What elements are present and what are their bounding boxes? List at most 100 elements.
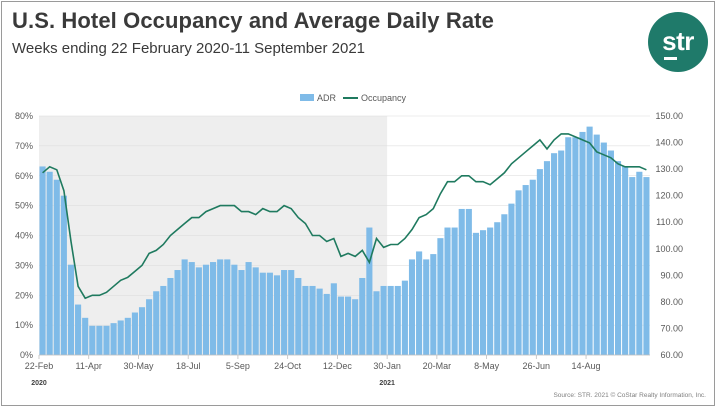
adr-bar [401,280,408,355]
adr-bar [622,166,629,355]
adr-bar [259,272,266,355]
adr-bar [82,317,89,355]
x-tick-label: 12-Dec [323,361,353,371]
adr-bar [437,238,444,355]
logo-text: str [662,26,694,56]
adr-bar [529,179,536,355]
legend-label-occupancy: Occupancy [361,93,407,103]
adr-bar [316,288,323,355]
y-left-tick-label: 50% [15,201,33,211]
x-tick-label: 30-May [123,361,154,371]
adr-bar [508,203,515,355]
adr-bar [451,227,458,355]
y-right-tick-label: 100.00 [655,244,683,254]
y-left-tick-label: 70% [15,141,33,151]
adr-bar [536,169,543,355]
adr-bar [359,277,366,355]
adr-bar [75,304,82,355]
adr-bar [636,171,643,355]
adr-bar [89,325,96,355]
year-label: 2021 [379,380,395,387]
adr-bar [593,134,600,355]
adr-bar [501,214,508,355]
adr-bar [472,232,479,355]
adr-bar [565,137,572,355]
legend-label-adr: ADR [317,93,337,103]
y-left-tick-label: 80% [15,111,33,121]
adr-bar [110,323,117,355]
adr-bar [408,259,416,355]
adr-bar [600,142,607,355]
legend: ADR Occupancy [300,93,407,103]
adr-bar [281,270,288,355]
str-logo: str [648,12,708,72]
y-left-tick-label: 30% [15,260,33,270]
adr-bar [551,153,558,355]
adr-bar [607,150,614,355]
adr-bar [302,285,309,355]
adr-bar [103,325,110,355]
adr-bar [522,185,529,355]
adr-bar [96,325,103,355]
y-right-tick-label: 130.00 [655,164,683,174]
adr-bar [224,259,231,355]
adr-bar [423,259,430,355]
adr-bar [60,195,67,355]
x-tick-label: 14-Aug [572,361,601,371]
adr-bar [337,296,345,355]
adr-bar [67,264,75,355]
adr-bar [572,137,579,355]
adr-bar [195,267,202,355]
adr-bar [614,161,622,355]
x-tick-label: 30-Jan [373,361,401,371]
x-tick-label: 26-Jun [523,361,551,371]
y-right-tick-label: 120.00 [655,191,683,201]
adr-bar [373,291,380,355]
x-tick-label: 5-Sep [226,361,250,371]
x-tick-label: 20-Mar [423,361,452,371]
adr-bar [39,166,46,355]
adr-bar [416,251,423,355]
adr-bar [252,267,259,355]
adr-bar [323,293,330,355]
adr-bar [238,270,245,355]
adr-bar [444,227,451,355]
y-right-tick-label: 90.00 [660,270,683,280]
y-right-tick-label: 150.00 [655,111,683,121]
adr-bar [543,161,551,355]
y-left-tick-label: 20% [15,290,33,300]
adr-bar [266,272,273,355]
adr-bar [181,259,188,355]
adr-bar [124,317,131,355]
y-right-tick-label: 110.00 [656,217,683,227]
axes: 0% 10% 20% 30% 40% 50% 60% 70% 80% 60.00 70.00 80.0… [15,111,683,387]
adr-bar [46,171,53,355]
source-note: Source: STR. 2021 © CoStar Realty Inform… [553,391,706,399]
adr-bar [202,264,210,355]
occupancy-line [42,133,647,300]
adr-bar [160,285,167,355]
y-left-tick-label: 10% [15,320,33,330]
page-title: U.S. Hotel Occupancy and Average Daily R… [12,8,494,33]
adr-bar [295,277,302,355]
adr-bar [629,177,636,355]
adr-bar [387,285,394,355]
adr-bars [39,126,650,355]
adr-bar [366,227,373,355]
adr-bar [167,277,174,355]
y-right-tick-label: 70.00 [660,323,683,333]
legend-swatch-adr [300,94,314,101]
adr-bar [479,230,487,355]
adr-bar [487,227,494,355]
adr-bar [138,307,146,355]
adr-bar [53,179,60,355]
adr-bar [273,275,281,355]
adr-bar [117,320,124,355]
y-left-tick-label: 40% [15,231,33,241]
page-subtitle: Weeks ending 22 February 2020-11 Septemb… [12,40,366,57]
x-tick-label: 24-Oct [274,361,302,371]
adr-bar [330,283,337,355]
x-tick-label: 11-Apr [76,361,102,371]
adr-bar [380,285,387,355]
